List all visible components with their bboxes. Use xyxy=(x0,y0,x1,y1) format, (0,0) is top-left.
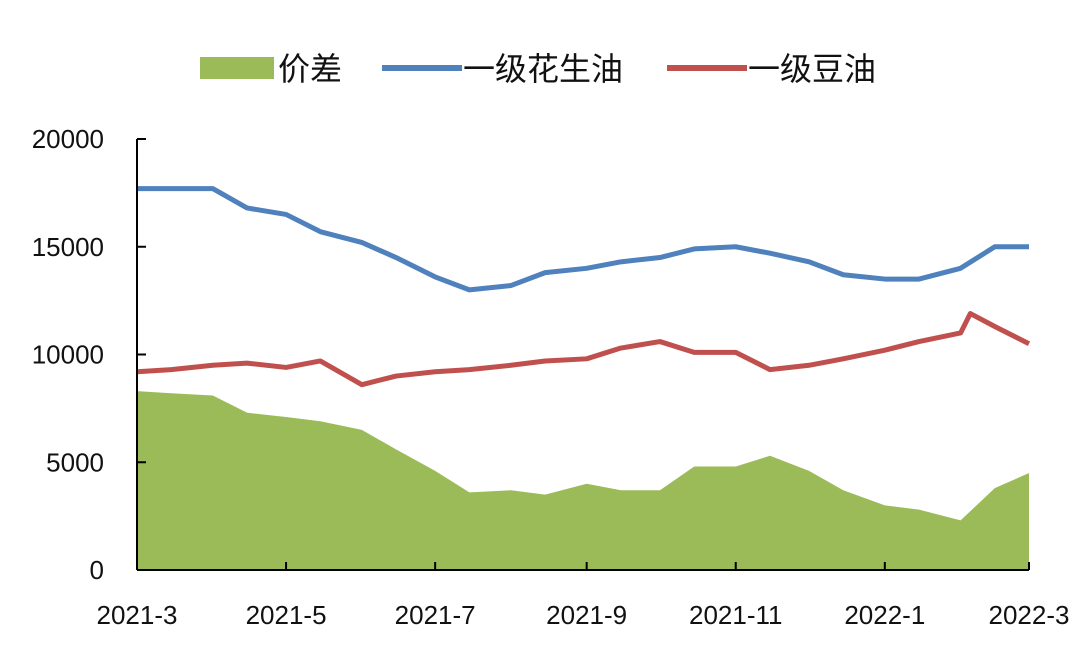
y-tick-label: 0 xyxy=(90,555,104,585)
x-tick-label: 2021-5 xyxy=(246,600,327,630)
axes: 0 5000 10000 15000 20000 2021-3 2021-5 2021-7 20… xyxy=(32,124,1070,630)
series-line-soybean-oil xyxy=(136,311,1031,388)
x-tick-label: 2021-11 xyxy=(689,600,783,630)
legend-swatch-area xyxy=(200,57,274,79)
x-tick-label: 2021-7 xyxy=(395,600,476,630)
legend-label: 一级花生油 xyxy=(463,50,623,88)
y-tick-label: 10000 xyxy=(32,340,104,370)
x-tick-label: 2022-3 xyxy=(989,600,1070,630)
series-area-spread xyxy=(137,391,1029,570)
x-tick-label: 2021-3 xyxy=(97,600,178,630)
series-line-peanut-oil xyxy=(137,186,1029,293)
y-tick-label: 15000 xyxy=(32,232,104,262)
x-tick-label: 2021-9 xyxy=(546,600,627,630)
legend: 价差 一级花生油 一级豆油 xyxy=(200,50,876,88)
y-tick-label: 20000 xyxy=(32,124,104,154)
y-tick-label: 5000 xyxy=(46,447,104,477)
legend-label: 一级豆油 xyxy=(748,50,876,88)
legend-label: 价差 xyxy=(278,50,342,88)
area-layer xyxy=(137,391,1029,570)
x-tick-label: 2022-1 xyxy=(844,600,925,630)
line-layer xyxy=(136,186,1031,388)
